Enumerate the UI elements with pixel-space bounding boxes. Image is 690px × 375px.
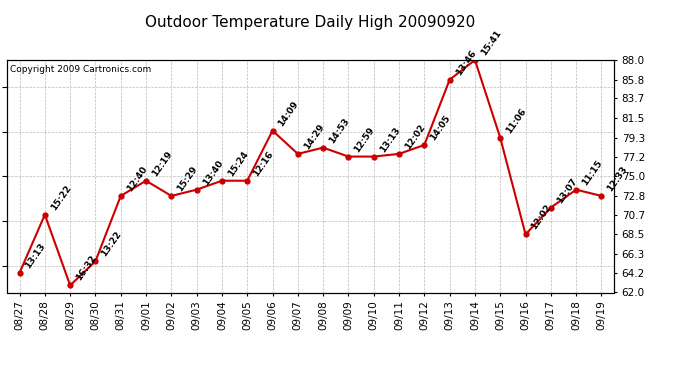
Text: 13:40: 13:40: [201, 158, 225, 187]
Text: 12:33: 12:33: [606, 165, 629, 193]
Text: 13:13: 13:13: [23, 242, 48, 270]
Text: 13:07: 13:07: [555, 176, 579, 205]
Text: 16:32: 16:32: [75, 254, 98, 283]
Text: 11:06: 11:06: [504, 106, 528, 135]
Text: 14:09: 14:09: [277, 99, 301, 128]
Text: 15:41: 15:41: [479, 28, 503, 57]
Text: 13:13: 13:13: [378, 125, 402, 154]
Text: Copyright 2009 Cartronics.com: Copyright 2009 Cartronics.com: [10, 64, 151, 74]
Text: Outdoor Temperature Daily High 20090920: Outdoor Temperature Daily High 20090920: [146, 15, 475, 30]
Text: 14:29: 14:29: [302, 122, 326, 151]
Text: 12:02: 12:02: [403, 123, 427, 151]
Text: 12:59: 12:59: [353, 125, 377, 154]
Text: 15:22: 15:22: [49, 183, 73, 212]
Text: 12:19: 12:19: [150, 149, 174, 178]
Text: 13:46: 13:46: [454, 48, 477, 77]
Text: 15:29: 15:29: [175, 164, 199, 193]
Text: 12:16: 12:16: [251, 149, 275, 178]
Text: 11:15: 11:15: [580, 158, 604, 187]
Text: 15:24: 15:24: [226, 149, 250, 178]
Text: 12:40: 12:40: [125, 165, 149, 193]
Text: 13:22: 13:22: [99, 230, 124, 258]
Text: 14:53: 14:53: [327, 116, 351, 145]
Text: 14:05: 14:05: [428, 114, 453, 142]
Text: 12:02: 12:02: [530, 203, 553, 232]
